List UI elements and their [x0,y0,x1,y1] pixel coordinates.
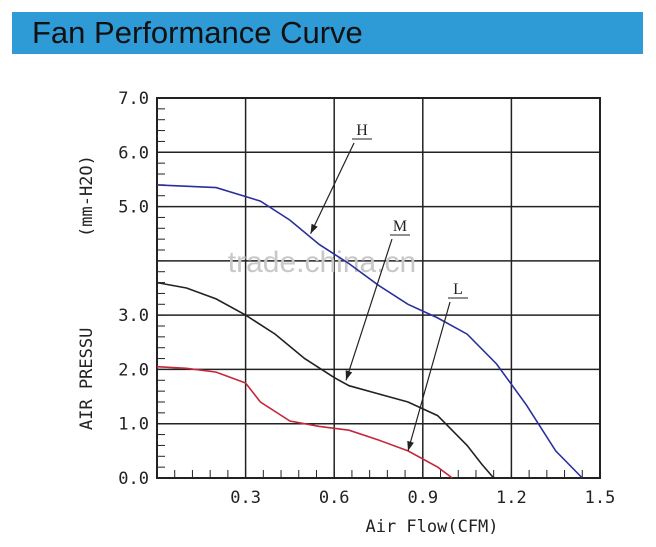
leader-line-H [310,142,355,234]
y-axis-unit: (mm-H2O) [77,155,97,237]
arrowhead-L [407,440,414,451]
tick-labels: 0.3 0.6 0.9 1.2 1.5 0.0 1.0 2.0 3.0 5.0 6.0 7.0 [118,89,615,508]
y-axis-label: AIR PRESSU [77,328,97,430]
header-bar: Fan Performance Curve [12,12,643,54]
arrowhead-H [310,223,318,234]
y-tick-label: 0.0 [118,469,149,489]
page-title: Fan Performance Curve [32,15,363,50]
x-tick-label: 0.3 [230,488,261,508]
x-tick-label: 0.9 [407,488,438,508]
series-line-H [156,184,583,479]
grid [157,98,600,478]
x-tick-label: 1.5 [585,488,616,508]
curve-label-L: L [453,281,463,298]
y-tick-label: 6.0 [118,143,149,163]
y-tick-label: 5.0 [118,198,149,218]
x-axis-label: Air Flow(CFM) [365,517,498,537]
x-tick-label: 0.6 [319,488,350,508]
x-tick-label: 1.2 [496,488,527,508]
series-layer [156,184,583,479]
series-line-M [156,281,495,479]
curve-annotations: H M L [310,122,468,452]
y-tick-label: 1.0 [118,415,149,435]
y-tick-label: 2.0 [118,360,149,380]
plot-frame [156,97,601,479]
curve-label-H: H [356,122,368,139]
leader-line-L [407,301,451,452]
series-line-L [156,365,453,479]
leader-line-M [345,238,393,381]
curve-label-M: M [393,218,407,235]
y-tick-label: 7.0 [118,89,149,109]
y-tick-label: 3.0 [118,306,149,326]
minor-ticks [156,97,601,479]
arrowhead-M [345,370,353,381]
